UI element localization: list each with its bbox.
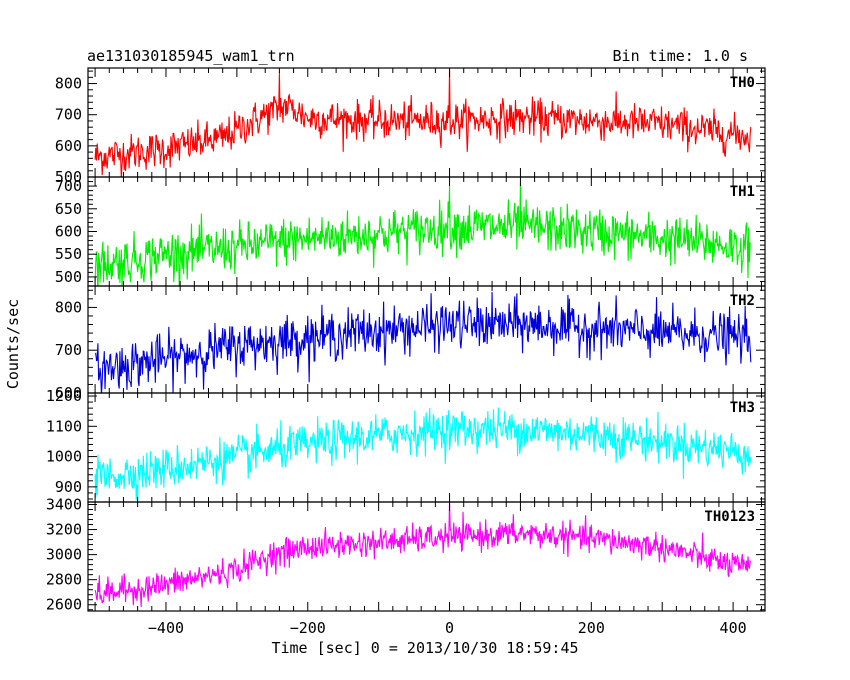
x-axis-label: Time [sec] 0 = 2013/10/30 18:59:45 [271, 639, 578, 657]
y-tick-label-th0123: 3400 [46, 496, 82, 514]
y-tick-label-th0: 600 [55, 137, 82, 155]
x-tick-label: −200 [290, 619, 326, 637]
y-tick-label-th0: 700 [55, 106, 82, 124]
y-tick-label-th2: 800 [55, 298, 82, 316]
y-tick-label-th2: 600 [55, 384, 82, 402]
panel-label-th0123: TH0123 [704, 509, 755, 525]
y-tick-label-th3: 1200 [46, 387, 82, 405]
y-tick-label-th1: 650 [55, 200, 82, 218]
y-tick-label-th0123: 2600 [46, 596, 82, 614]
y-tick-label-th1: 600 [55, 223, 82, 241]
panel-frame-th0123 [87, 501, 766, 612]
panel-label-th1: TH1 [730, 184, 755, 200]
x-tick-label: 200 [578, 619, 605, 637]
panel-label-th0: TH0 [730, 75, 755, 91]
x-tick-label: −400 [148, 619, 184, 637]
series-line-th0123 [94, 502, 752, 607]
series-line-th3 [94, 407, 752, 502]
y-tick-label-th3: 900 [55, 478, 82, 496]
bin-time-label: Bin time: 1.0 s [613, 47, 748, 65]
y-tick-label-th0123: 2800 [46, 571, 82, 589]
y-tick-label-th0: 800 [55, 75, 82, 93]
y-tick-label-th0123: 3000 [46, 546, 82, 564]
y-tick-label-th1: 550 [55, 245, 82, 263]
y-tick-label-th0123: 3200 [46, 521, 82, 539]
series-line-th2 [94, 291, 752, 393]
y-tick-label-th1: 700 [55, 177, 82, 195]
panel-label-th2: TH2 [730, 293, 755, 309]
y-tick-label-th1: 500 [55, 268, 82, 286]
y-tick-label-th3: 1000 [46, 448, 82, 466]
panels-group: 500 600 700 800 TH0 500 550 600 650 700 TH1 600 700 8… [46, 67, 766, 637]
x-tick-label: 0 [445, 619, 454, 637]
chart-title: ae131030185945_wam1_trn [87, 47, 295, 65]
x-tick-label: 400 [720, 619, 747, 637]
y-axis-label: Counts/sec [4, 299, 22, 389]
panel-label-th3: TH3 [730, 400, 755, 416]
series-line-th1 [94, 183, 751, 286]
y-tick-label-th2: 700 [55, 341, 82, 359]
panel-frame-th2 [87, 285, 766, 394]
panel-frame-th1 [87, 176, 766, 287]
series-line-th0 [94, 69, 752, 177]
y-tick-label-th3: 1100 [46, 417, 82, 435]
panel-frame-th3 [87, 392, 766, 503]
y-tick-label-th0: 500 [55, 168, 82, 186]
